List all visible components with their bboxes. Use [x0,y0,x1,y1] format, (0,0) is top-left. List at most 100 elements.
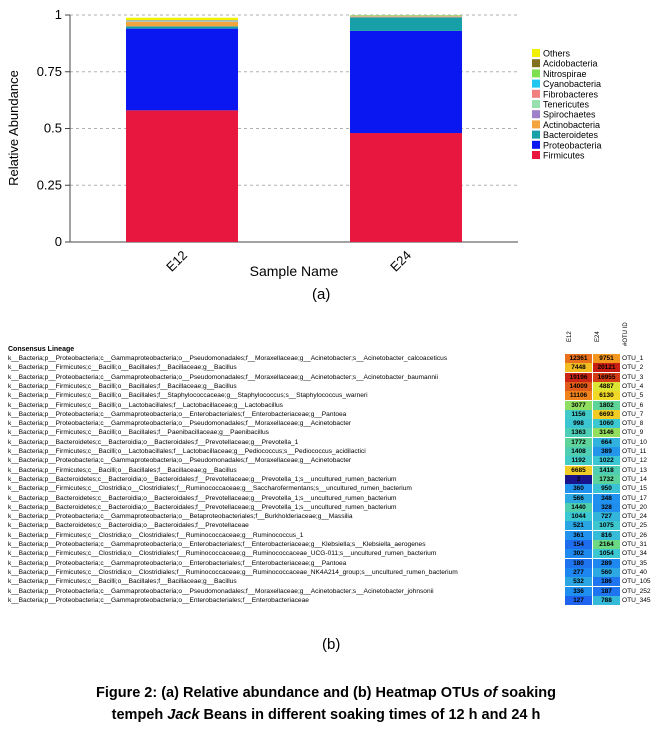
heatmap-otu-id: OTU_26 [622,531,647,539]
x-tick-label: E24 [387,248,414,275]
heatmap-cell: 566 [565,493,592,503]
heatmap-row-label: k__Bacteria;p__Firmicutes;c__Bacilli;o__… [8,448,366,455]
heatmap-otu-id: OTU_2 [622,364,644,372]
legend-swatch [532,151,540,159]
heatmap-otu-id: OTU_345 [622,596,651,604]
heatmap-otu-id: OTU_14 [622,475,647,483]
heatmap-cell: 289 [593,558,620,568]
heatmap-cell: 6685 [565,465,592,475]
heatmap-cell: 788 [593,595,620,605]
heatmap-row-label: k__Bacteria;p__Proteobacteria;c__Gammapr… [8,587,434,595]
heatmap-id-header: #OTU ID [623,322,629,346]
heatmap-row-label: k__Bacteria;p__Firmicutes;c__Bacilli;o__… [8,578,237,586]
legend-label: Nitrospirae [543,69,587,79]
heatmap-cell: 19196 [565,372,592,382]
y-tick-label: 0.75 [37,64,62,79]
heatmap-cell: 1772 [565,437,592,447]
heatmap-otu-id: OTU_8 [622,420,644,428]
heatmap-cell: 12361 [565,354,592,363]
heatmap-cell: 521 [565,521,592,531]
heatmap-otu-id: OTU_6 [622,401,644,409]
heatmap-row-label: k__Bacteria;p__Firmicutes;c__Bacilli;o__… [8,429,269,437]
heatmap-cell: 348 [593,493,620,503]
heatmap-otu-id: OTU_12 [622,457,647,465]
heatmap-cell: 1156 [565,409,592,419]
heatmap-otu-id: OTU_11 [622,448,647,455]
heatmap-cell: 1802 [593,400,620,410]
heatmap-otu-id: OTU_20 [622,503,647,511]
heatmap-cell: 560 [593,567,620,577]
heatmap-otu-id: OTU_24 [622,513,647,521]
heatmap-row-label: k__Bacteria;p__Firmicutes;c__Clostridia;… [8,531,304,539]
heatmap-row-label: k__Bacteria;p__Firmicutes;c__Bacilli;o__… [8,392,368,400]
figure-caption: Figure 2: (a) Relative abundance and (b)… [0,682,652,726]
legend-swatch [532,49,540,57]
heatmap-otu-id: OTU_35 [622,559,647,567]
heatmap-cell: 3077 [565,400,592,410]
heatmap-cell: 1192 [565,456,592,466]
heatmap-row-label: k__Bacteria;p__Proteobacteria;c__Gammapr… [8,420,352,428]
legend-swatch [532,110,540,119]
heatmap-col-e12: E12 [567,331,573,342]
heatmap-row-label: k__Bacteria;p__Firmicutes;c__Clostridia;… [8,485,412,493]
heatmap-cell: 7448 [565,363,592,373]
legend-label: Proteobacteria [543,140,602,150]
heatmap-cell: 389 [593,447,620,456]
heatmap-otu-id: OTU_15 [622,485,647,493]
heatmap-row-label: k__Bacteria;p__Firmicutes;c__Bacilli;o__… [8,466,237,474]
bar-segment [126,21,238,27]
legend-label: Fibrobacteres [543,89,599,99]
heatmap: Consensus Lineage E12 E24 #OTU ID k__Bac… [0,316,652,636]
x-tick-label: E12 [163,248,190,275]
caption-line-1: Figure 2: (a) Relative abundance and (b)… [95,685,557,701]
heatmap-cell: 6130 [593,391,620,401]
legend-swatch [532,120,540,129]
heatmap-otu-id: OTU_7 [622,410,644,418]
heatmap-cell: 360 [565,484,592,494]
heatmap-otu-id: OTU_1 [622,355,644,362]
legend-label: Bacteroidetes [543,130,599,140]
heatmap-row-label: k__Bacteria;p__Firmicutes;c__Clostridia;… [8,550,437,558]
heatmap-row-header: Consensus Lineage [8,346,75,353]
caption-line-2: tempeh Jack Beans in different soaking t… [111,707,541,723]
heatmap-col-e24: E24 [595,331,601,342]
heatmap-cell: 532 [565,577,592,587]
legend-label: Acidobacteria [543,59,598,69]
heatmap-row-label: k__Bacteria;p__Firmicutes;c__Bacilli;o__… [8,401,283,409]
heatmap-otu-id: OTU_17 [622,494,647,502]
panel-label-a: (a) [312,286,331,303]
y-tick-label: 0.5 [44,121,62,136]
heatmap-otu-id: OTU_31 [622,541,647,548]
legend-label: Firmicutes [543,151,585,161]
heatmap-cell: 302 [565,549,592,559]
heatmap-row-label: k__Bacteria;p__Bacteroidetes;c__Bacteroi… [8,438,299,446]
heatmap-otu-id: OTU_34 [622,550,647,558]
heatmap-otu-id: OTU_3 [622,373,644,381]
heatmap-cell: 20121 [593,363,620,373]
legend-label: Actinobacteria [543,120,600,130]
heatmap-otu-id: OTU_10 [622,438,647,446]
heatmap-row-label: k__Bacteria;p__Proteobacteria;c__Gammapr… [8,513,353,521]
heatmap-cell: 11106 [565,391,592,401]
heatmap-row-label: k__Bacteria;p__Firmicutes;c__Clostridia;… [8,568,458,576]
legend-swatch [532,89,540,98]
heatmap-otu-id: OTU_4 [622,382,644,390]
heatmap-cell: 1732 [593,474,620,484]
heatmap-otu-id: OTU_105 [622,578,651,586]
heatmap-cell: 727 [593,512,620,522]
heatmap-row-label: k__Bacteria;p__Proteobacteria;c__Gammapr… [8,596,309,604]
bar-segment [126,28,238,111]
heatmap-cell: 2 [565,474,592,484]
heatmap-cell: 154 [565,540,592,549]
heatmap-row-label: k__Bacteria;p__Proteobacteria;c__Gammapr… [8,373,438,381]
heatmap-cell: 1054 [593,549,620,559]
heatmap-row-label: k__Bacteria;p__Proteobacteria;c__Gammapr… [8,457,352,465]
heatmap-otu-id: OTU_252 [622,587,651,595]
y-tick-label: 0.25 [37,177,62,192]
heatmap-cell: 1060 [593,419,620,429]
legend-label: Cyanobacteria [543,79,601,89]
heatmap-cell: 180 [565,558,592,568]
heatmap-cell: 336 [565,586,592,596]
heatmap-cell: 2164 [593,540,620,549]
heatmap-cell: 9751 [593,354,620,363]
